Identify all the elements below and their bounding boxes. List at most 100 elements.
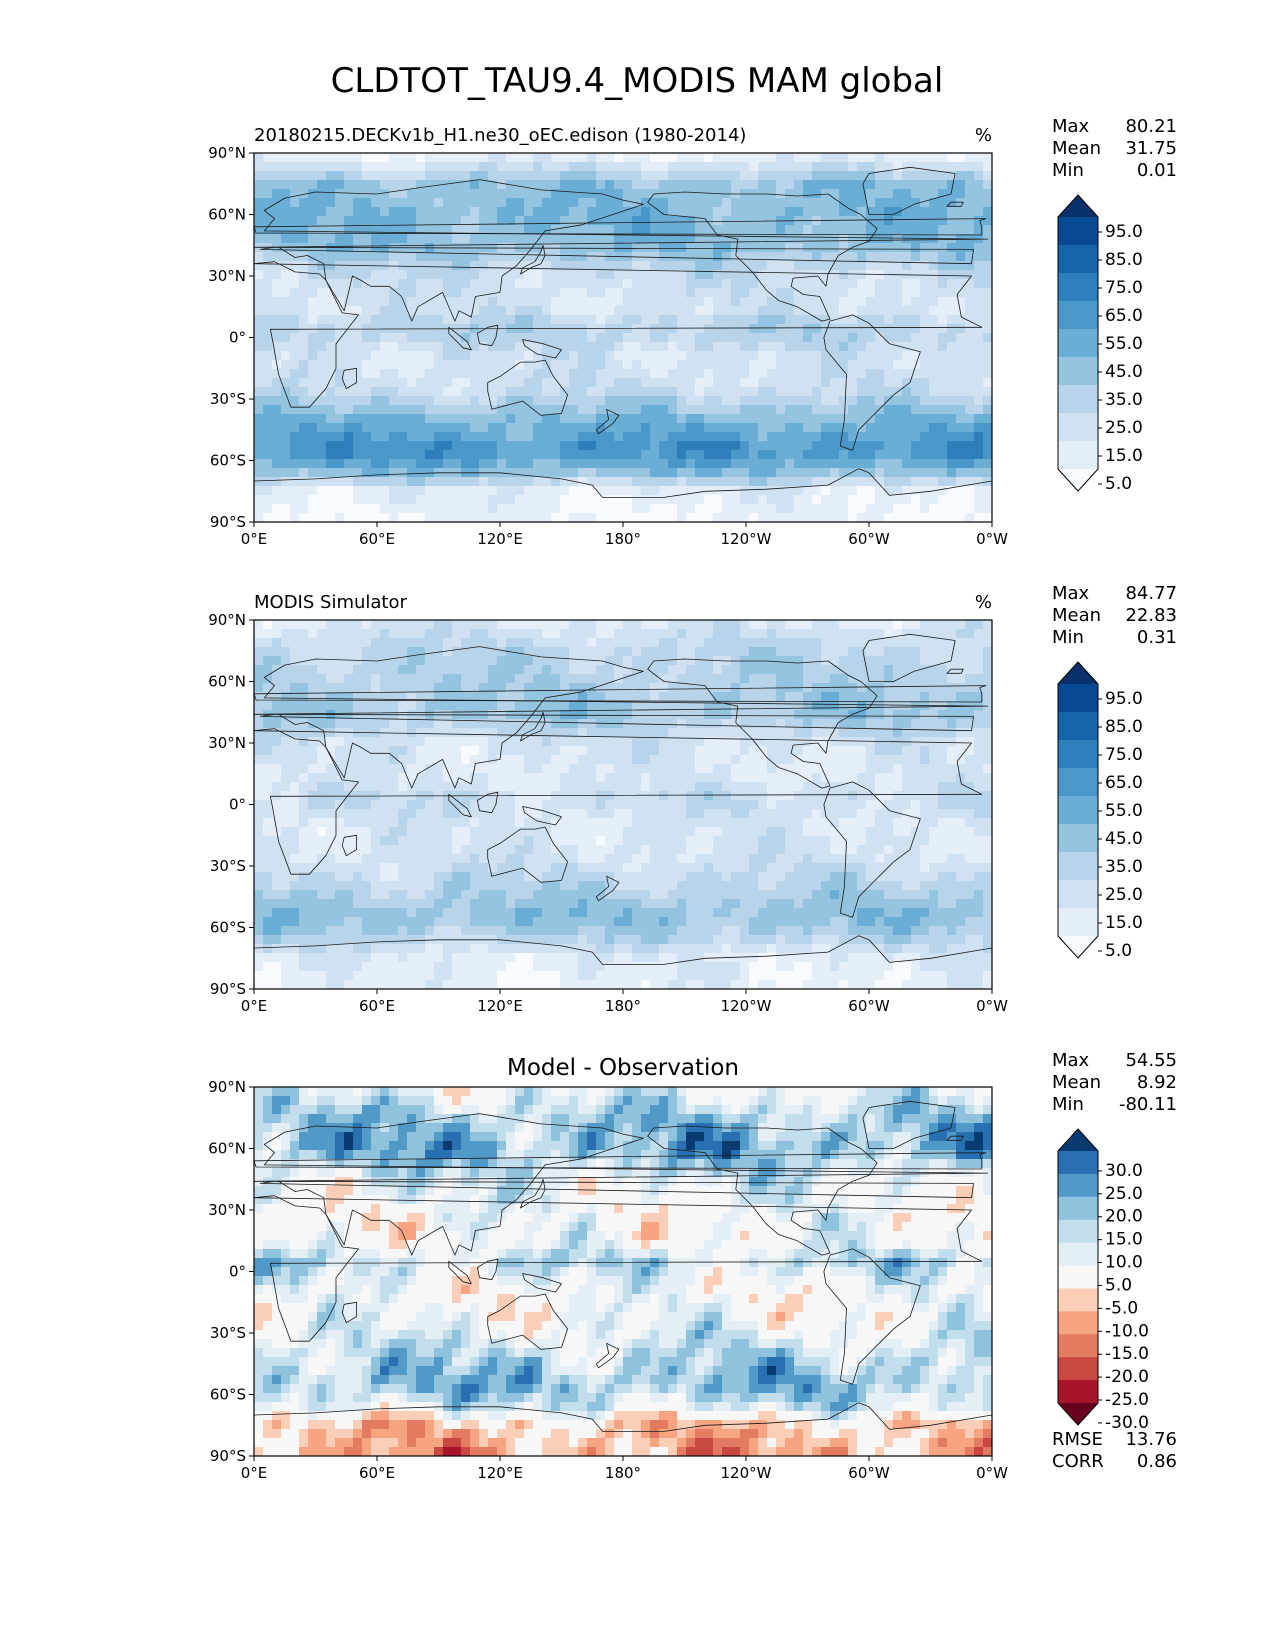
field-cell (587, 378, 597, 388)
field-cell (938, 692, 948, 702)
field-cell (632, 701, 642, 711)
field-cell (632, 728, 642, 738)
field-cell (857, 198, 867, 208)
field-cell (596, 351, 606, 361)
field-cell (632, 647, 642, 657)
field-cell (623, 153, 633, 163)
field-cell (875, 450, 885, 460)
field-cell (920, 351, 930, 361)
field-cell (668, 153, 678, 163)
field-cell (479, 701, 489, 711)
field-cell (722, 773, 732, 783)
field-cell (794, 351, 804, 361)
field-cell (515, 755, 525, 765)
field-cell (713, 477, 723, 487)
field-cell (911, 692, 921, 702)
field-cell (362, 342, 372, 352)
field-cell (749, 378, 759, 388)
field-cell (488, 189, 498, 199)
field-cell (326, 261, 336, 271)
field-cell (488, 782, 498, 792)
field-cell (488, 746, 498, 756)
field-cell (506, 378, 516, 388)
field-cell (839, 683, 849, 693)
field-cell (614, 207, 624, 217)
field-cell (632, 477, 642, 487)
field-cell (533, 423, 543, 433)
field-cell (821, 773, 831, 783)
field-cell (263, 378, 273, 388)
field-cell (290, 333, 300, 343)
field-cell (317, 656, 327, 666)
field-cell (551, 261, 561, 271)
field-cell (866, 719, 876, 729)
field-cell (263, 477, 273, 487)
field-cell (749, 728, 759, 738)
field-cell (578, 629, 588, 639)
field-cell (821, 279, 831, 289)
field-cell (254, 477, 264, 487)
field-cell (605, 261, 615, 271)
field-cell (461, 288, 471, 298)
field-cell (713, 701, 723, 711)
field-cell (254, 225, 264, 235)
field-cell (569, 189, 579, 199)
field-cell (479, 405, 489, 415)
field-cell (434, 171, 444, 181)
field-cell (857, 764, 867, 774)
field-cell (839, 728, 849, 738)
field-cell (290, 387, 300, 397)
field-cell (605, 198, 615, 208)
field-cell (308, 728, 318, 738)
field-cell (497, 737, 507, 747)
field-cell (956, 396, 966, 406)
field-cell (677, 755, 687, 765)
field-cell (353, 441, 363, 451)
field-cell (281, 737, 291, 747)
field-cell (713, 737, 723, 747)
field-cell (704, 459, 714, 469)
field-cell (506, 279, 516, 289)
field-cell (344, 153, 354, 163)
field-cell (632, 378, 642, 388)
field-cell (272, 252, 282, 262)
field-cell (542, 638, 552, 648)
field-cell (686, 719, 696, 729)
field-cell (650, 306, 660, 316)
field-cell (794, 432, 804, 442)
field-cell (677, 360, 687, 370)
field-cell (263, 710, 273, 720)
field-cell (686, 746, 696, 756)
y-tick-label: 30°S (210, 390, 246, 408)
field-cell (884, 288, 894, 298)
field-cell (281, 755, 291, 765)
field-cell (389, 378, 399, 388)
field-cell (776, 441, 786, 451)
field-cell (776, 647, 786, 657)
field-cell (281, 207, 291, 217)
field-cell (254, 656, 264, 666)
field-cell (461, 737, 471, 747)
field-cell (668, 387, 678, 397)
field-cell (587, 486, 597, 496)
field-cell (407, 261, 417, 271)
field-cell (857, 683, 867, 693)
field-cell (281, 306, 291, 316)
field-cell (434, 270, 444, 280)
field-cell (380, 629, 390, 639)
field-cell (713, 647, 723, 657)
field-cell (911, 773, 921, 783)
field-cell (533, 701, 543, 711)
field-cell (758, 432, 768, 442)
field-cell (929, 629, 939, 639)
field-cell (749, 665, 759, 675)
field-cell (506, 162, 516, 172)
field-cell (407, 351, 417, 361)
field-cell (650, 423, 660, 433)
field-cell (659, 629, 669, 639)
field-cell (740, 746, 750, 756)
field-cell (434, 306, 444, 316)
field-cell (398, 387, 408, 397)
field-cell (461, 423, 471, 433)
field-cell (758, 674, 768, 684)
